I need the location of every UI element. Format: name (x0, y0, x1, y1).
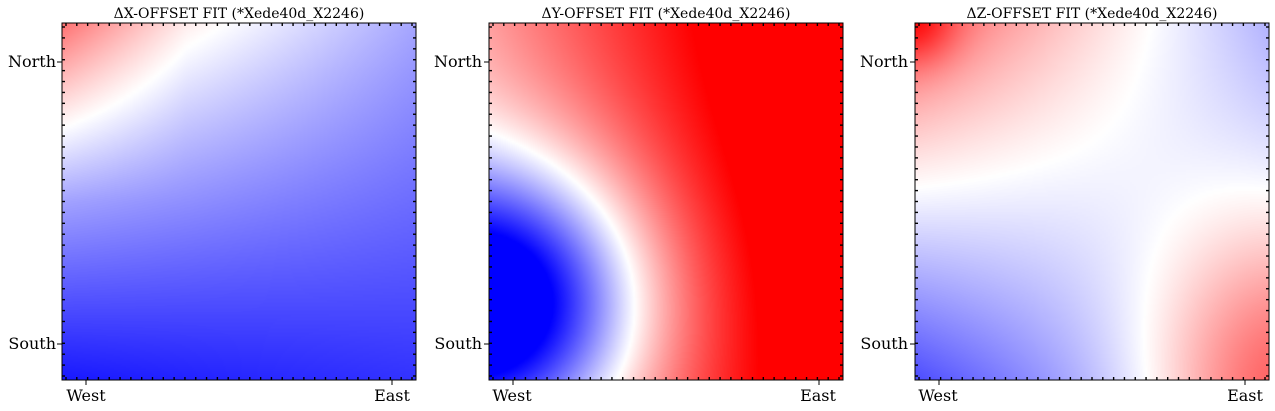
x-tick-label-east: East (374, 386, 410, 405)
y-tick-label-south: South (434, 334, 482, 353)
axis-ticks (57, 23, 416, 385)
x-tick-label-west: West (492, 386, 532, 405)
x-tick-label-west: West (66, 386, 106, 405)
panel-title: ΔZ-OFFSET FIT (*Xede40d_X2246) (967, 6, 1218, 22)
heatmap-image (62, 23, 416, 380)
panel-x-offset: ΔX-OFFSET FIT (*Xede40d_X2246) North Sou… (8, 6, 417, 405)
heatmap-image (489, 23, 843, 380)
x-tick-label-east: East (800, 386, 836, 405)
panel-z-offset: ΔZ-OFFSET FIT (*Xede40d_X2246) North Sou… (860, 6, 1270, 405)
y-tick-label-south: South (860, 334, 908, 353)
y-tick-label-south: South (8, 334, 56, 353)
axis-ticks (910, 23, 1269, 385)
y-tick-label-north: North (860, 52, 908, 71)
panel-title: ΔY-OFFSET FIT (*Xede40d_X2246) (542, 6, 791, 22)
y-tick-label-north: North (434, 52, 482, 71)
x-tick-label-west: West (918, 386, 958, 405)
axis-ticks (484, 23, 843, 385)
heatmap-image (915, 23, 1269, 380)
x-tick-label-east: East (1227, 386, 1263, 405)
y-tick-label-north: North (8, 52, 56, 71)
panel-title: ΔX-OFFSET FIT (*Xede40d_X2246) (114, 6, 365, 22)
panel-y-offset: ΔY-OFFSET FIT (*Xede40d_X2246) North Sou… (434, 6, 844, 405)
